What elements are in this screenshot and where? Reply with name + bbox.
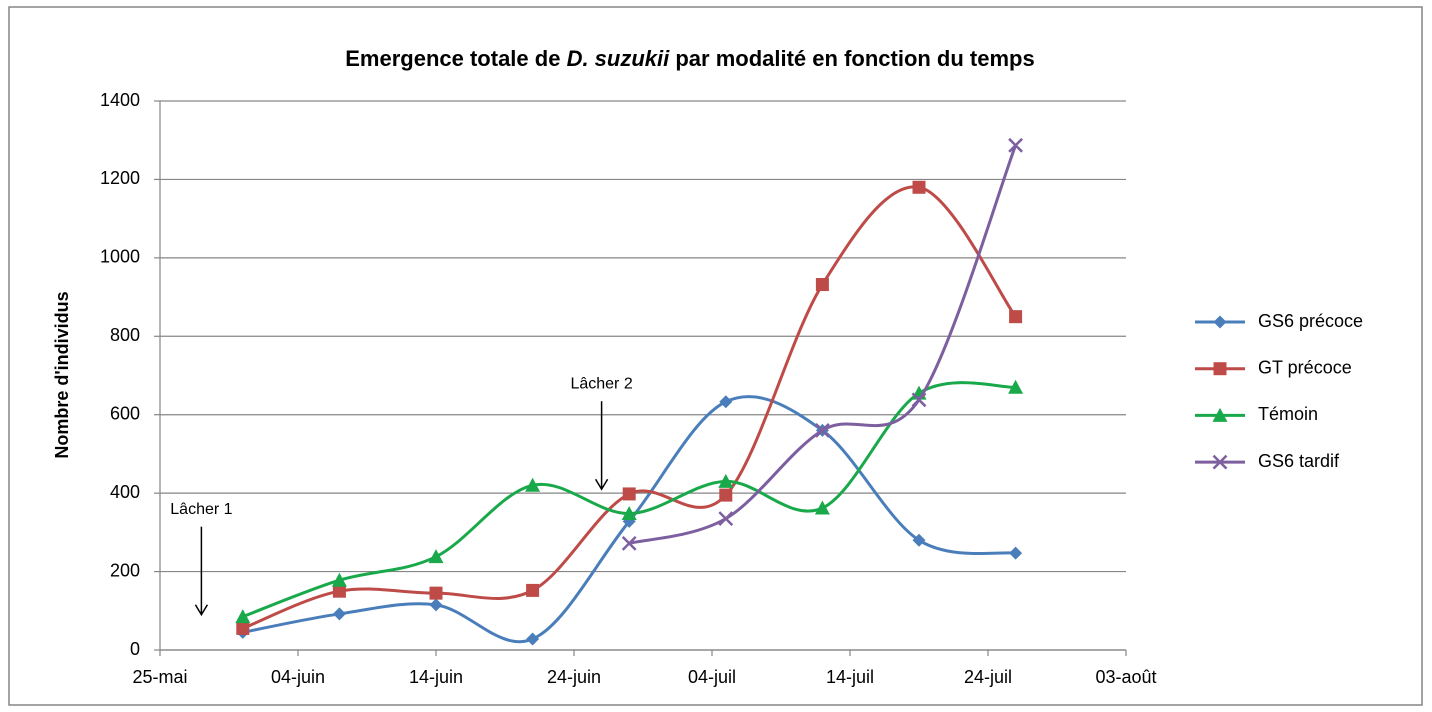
- legend-label: Témoin: [1258, 404, 1318, 424]
- annotation: Lâcher 2: [570, 375, 632, 392]
- marker: [718, 511, 734, 527]
- marker: [1213, 315, 1227, 329]
- marker: [526, 632, 540, 646]
- x-tick-label: 24-juin: [547, 667, 601, 687]
- marker: [622, 487, 636, 501]
- marker: [525, 477, 541, 492]
- y-tick-label: 400: [110, 482, 140, 502]
- series-line: [628, 144, 1018, 545]
- marker: [1008, 137, 1023, 153]
- legend-label: GT précoce: [1258, 357, 1352, 377]
- chart-title: Emergence totale de D. suzukii par modal…: [345, 46, 1034, 71]
- x-tick-label: 14-juin: [409, 667, 463, 687]
- marker: [815, 423, 830, 438]
- marker: [815, 278, 829, 292]
- marker: [912, 533, 926, 547]
- marker: [719, 488, 733, 502]
- marker: [1009, 310, 1023, 324]
- y-tick-label: 600: [110, 403, 140, 423]
- marker: [1212, 454, 1228, 470]
- title-part: Emergence totale de: [345, 46, 566, 71]
- y-tick-label: 800: [110, 325, 140, 345]
- x-tick-label: 14-juil: [826, 667, 874, 687]
- marker: [621, 506, 637, 521]
- marker: [1213, 362, 1227, 376]
- x-tick-label: 25-mai: [132, 667, 187, 687]
- y-tick-label: 200: [110, 560, 140, 580]
- x-tick-label: 24-juil: [964, 667, 1012, 687]
- y-tick-label: 1400: [100, 90, 140, 110]
- marker: [912, 180, 926, 194]
- marker: [814, 500, 830, 515]
- annotation-arrowhead: [594, 478, 609, 491]
- annotation: Lâcher 1: [170, 501, 232, 518]
- x-tick-label: 04-juil: [688, 667, 736, 687]
- series-line: [242, 185, 1017, 630]
- x-tick-label: 04-juin: [271, 667, 325, 687]
- marker: [1008, 379, 1024, 394]
- y-tick-label: 0: [130, 639, 140, 659]
- legend-label: GS6 tardif: [1258, 451, 1340, 471]
- marker: [526, 583, 540, 597]
- legend-label: GS6 précoce: [1258, 311, 1363, 331]
- title-part: par modalité en fonction du temps: [669, 46, 1034, 71]
- y-axis-label: Nombre d'individus: [52, 291, 72, 458]
- marker: [235, 609, 251, 624]
- marker: [331, 572, 347, 587]
- marker: [429, 598, 443, 612]
- x-tick-label: 03-août: [1095, 667, 1156, 687]
- y-tick-label: 1200: [100, 168, 140, 188]
- title-part: D. suzukii: [567, 46, 671, 71]
- marker: [621, 535, 637, 551]
- marker: [236, 621, 250, 635]
- marker: [428, 549, 444, 564]
- marker: [719, 395, 733, 409]
- marker: [429, 586, 443, 600]
- marker: [332, 607, 346, 621]
- marker: [332, 584, 346, 598]
- marker: [1009, 546, 1023, 560]
- marker: [911, 392, 927, 408]
- marker: [718, 473, 734, 488]
- y-tick-label: 1000: [100, 247, 140, 267]
- annotation-arrowhead: [194, 604, 209, 617]
- marker: [1212, 407, 1228, 422]
- chart-border: [8, 6, 1423, 706]
